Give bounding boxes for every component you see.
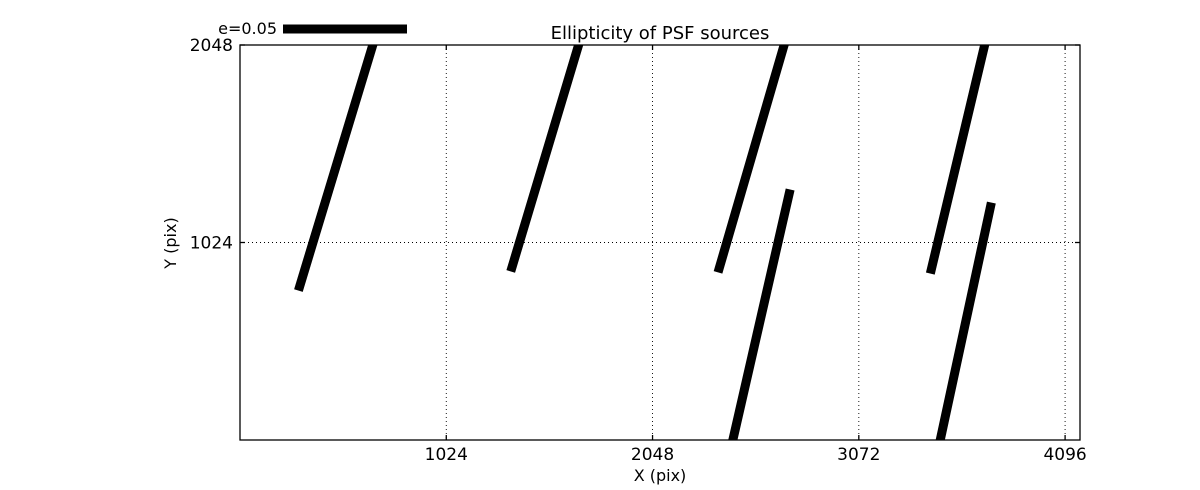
whisker-segments [294, 45, 996, 440]
ellipticity-whisker [506, 45, 584, 273]
y-tick-label: 1024 [190, 234, 233, 254]
ellipticity-whisker [935, 201, 996, 440]
ellipticity-whisker [925, 45, 990, 275]
ellipticity-whisker [294, 45, 378, 292]
x-tick-label: 3072 [837, 445, 880, 465]
x-tick-label: 2048 [631, 445, 674, 465]
legend-label: e=0.05 [218, 19, 277, 38]
plot-title: Ellipticity of PSF sources [551, 23, 770, 44]
y-axis-label: Y (pix) [161, 217, 180, 269]
x-tick-label: 4096 [1043, 445, 1086, 465]
plot-border [239, 44, 1081, 441]
ellipticity-whisker [713, 45, 789, 274]
ellipticity-whisker [728, 188, 795, 440]
x-axis-label: X (pix) [634, 466, 687, 485]
tick-labels: 1024 2048 3072 4096 1024 2048 [190, 36, 1087, 465]
y-tick-label: 2048 [190, 36, 233, 56]
x-tick-label: 1024 [425, 445, 468, 465]
